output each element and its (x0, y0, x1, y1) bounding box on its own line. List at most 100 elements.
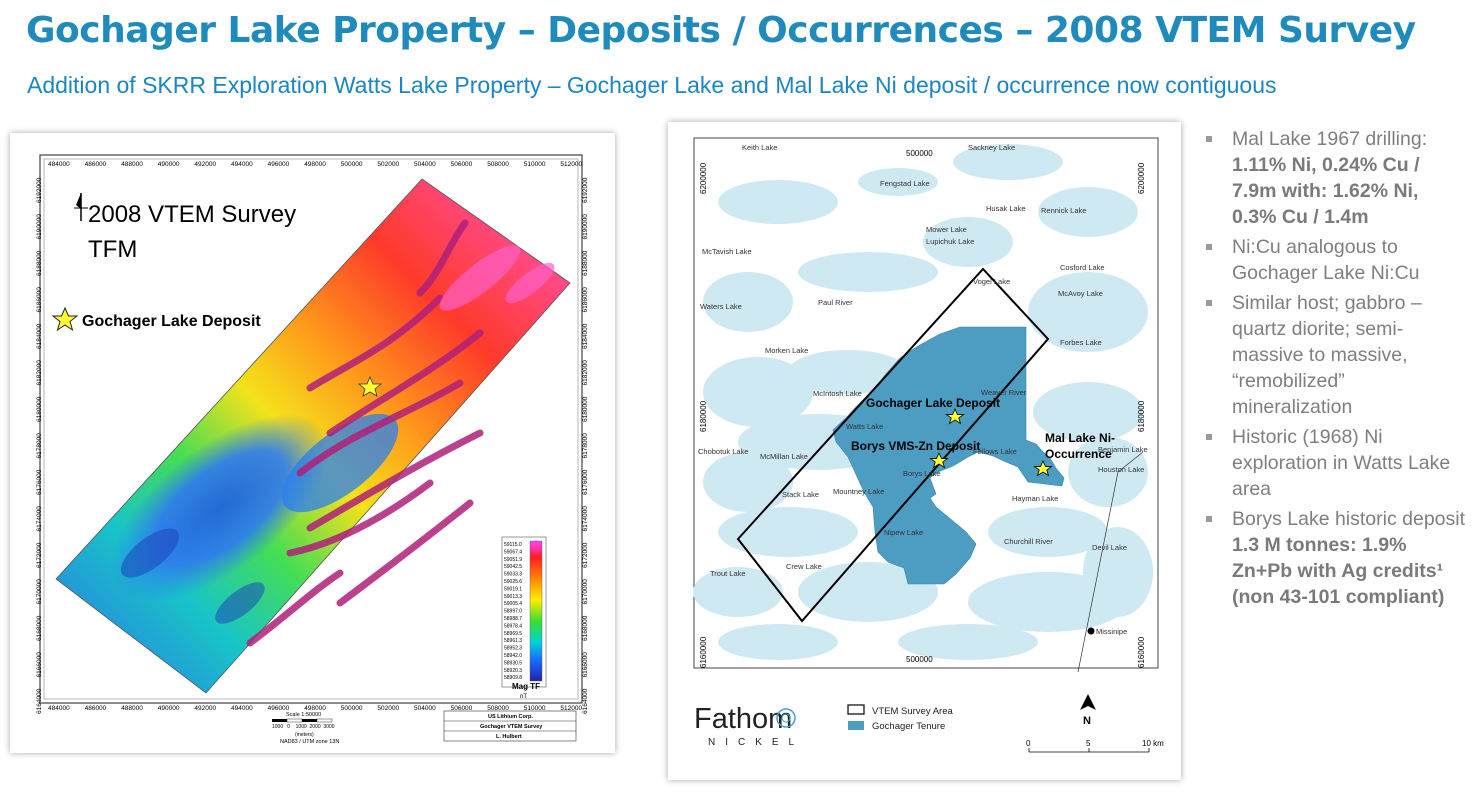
legend-survey-label: VTEM Survey Area (872, 706, 953, 717)
legend-survey-swatch (847, 704, 865, 715)
x-tick-label: 502000 (377, 161, 399, 168)
gochager-deposit-label: Gochager Lake Deposit (866, 396, 1000, 410)
y-tick-label: 6166000 (582, 652, 589, 678)
y-tick-label: 6192000 (582, 177, 589, 203)
scale-ticks: 1000 0 1000 2000 3000 (272, 724, 335, 730)
lake-borys: Borys Lake (903, 469, 941, 478)
vtem-tfm-map: 484000 486000 488000 490000 492000 494000 4960… (36, 154, 589, 745)
legend-value: 58920.3 (504, 668, 522, 674)
bullet-item: Ni:Cu analogous to Gochager Lake Ni:Cu (1196, 234, 1466, 286)
coord-left-1: 6200000 (699, 162, 708, 194)
y-tick-label: 6190000 (582, 214, 589, 240)
x-tick-label: 490000 (158, 705, 180, 712)
lake-nipew: Nipew Lake (884, 528, 923, 537)
lake-paul: Paul River (818, 298, 853, 307)
x-axis-ticks-bottom: 484000 486000 488000 490000 492000 494000 4960… (48, 705, 582, 712)
y-tick-label: 6190000 (36, 214, 43, 240)
lake-weaver: Weaver River (981, 388, 1027, 397)
y-tick-label: 6186000 (36, 287, 43, 313)
legend-value: 59005.4 (504, 601, 522, 607)
y-tick-label: 6178000 (36, 433, 43, 459)
mag-lows-detail (120, 528, 265, 624)
legend-value: 58997.0 (504, 609, 522, 615)
fathom-logo-icon (776, 708, 796, 728)
legend-value: 59033.3 (504, 572, 522, 578)
x-tick-label: 488000 (121, 705, 143, 712)
x-tick-label: 500000 (341, 705, 363, 712)
lake-chobotuk: Chobotuk Lake (698, 447, 748, 456)
y-tick-label: 6174000 (36, 506, 43, 532)
mag-anomaly-trends (246, 219, 484, 647)
deposit-star-on-map (357, 375, 383, 397)
x-tick-label: 486000 (85, 705, 107, 712)
vtem-tfm-map-panel: 484000 486000 488000 490000 492000 494000 4960… (10, 133, 615, 753)
x-tick-label: 498000 (304, 705, 326, 712)
info-author: L. Hulbert (496, 734, 522, 740)
info-box: US Lithium Corp. Gochager VTEM Survey L.… (443, 710, 577, 742)
lake-benjamin: Benjamin Lake (1098, 445, 1148, 454)
y-tick-label: 6184000 (36, 323, 43, 349)
mal-lake-label-1: Mal Lake Ni- (1045, 431, 1115, 445)
coord-right-1: 6200000 (1137, 162, 1146, 194)
x-tick-label: 496000 (268, 161, 290, 168)
lake-mower: Mower Lake (926, 225, 967, 234)
legend-value: 59013.3 (504, 594, 522, 600)
highway-line (1077, 451, 1144, 673)
y-tick-label: 6174000 (582, 506, 589, 532)
scale-bar (272, 718, 333, 723)
y-tick-label: 6186000 (582, 287, 589, 313)
legend-value: 58961.3 (504, 638, 522, 644)
x-tick-label: 510000 (524, 161, 546, 168)
y-tick-label: 6178000 (582, 433, 589, 459)
legend-value: 58978.4 (504, 623, 522, 629)
lake-mctavish: McTavish Lake (702, 247, 752, 256)
survey-title: 2008 VTEM Survey (88, 201, 296, 228)
fathom-logo-sub: NICKEL (708, 737, 804, 748)
y-tick-label: 6188000 (582, 250, 589, 276)
fathom-logo-text: Fathom (694, 703, 792, 735)
vtem-survey-area (736, 267, 1050, 623)
y-tick-label: 6184000 (582, 323, 589, 349)
legend-value: 59067.4 (504, 549, 522, 555)
lake-waters: Waters Lake (700, 302, 742, 311)
y-axis-ticks: 6192000 6192000 6190000 6190000 6188000 61880… (36, 177, 589, 714)
bullet-item: Mal Lake 1967 drilling: 1.11% Ni, 0.24% … (1196, 126, 1466, 230)
lake-morken: Morken Lake (765, 346, 808, 355)
bullet-item: Borys Lake historic deposit 1.3 M tonnes… (1196, 506, 1466, 610)
x-tick-label: 492000 (194, 705, 216, 712)
y-tick-label: 6168000 (36, 615, 43, 641)
lake-vogel: Vogel Lake (973, 277, 1010, 286)
y-tick-label: 6180000 (36, 396, 43, 422)
x-tick-label: 508000 (487, 705, 509, 712)
lake-trout: Trout Lake (710, 569, 746, 578)
lake-watts: Watts Lake (846, 422, 883, 431)
bullet-list: Mal Lake 1967 drilling: 1.11% Ni, 0.24% … (1196, 126, 1466, 614)
gochager-deposit-star (945, 407, 965, 425)
deposit-legend-label: Gochager Lake Deposit (82, 313, 261, 330)
legend-value: 58909.8 (504, 675, 522, 681)
scale-unit: (meters) (295, 732, 314, 738)
x-tick-label: 488000 (121, 161, 143, 168)
x-tick-label: 494000 (231, 161, 253, 168)
legend-value: 58952.3 (504, 646, 522, 652)
legend-unit: nT (520, 694, 527, 700)
lake-rennick: Rennick Lake (1041, 206, 1086, 215)
y-tick-label: 6176000 (582, 469, 589, 495)
y-tick-label: 6166000 (36, 652, 43, 678)
lake-husak: Husak Lake (986, 204, 1026, 213)
lake-sackney: Sackney Lake (968, 143, 1015, 152)
lake-labels: Keith Lake Sackney Lake Fengstad Lake Hu… (698, 143, 1148, 636)
legend-value: 58930.5 (504, 660, 522, 666)
survey-subtitle: TFM (88, 236, 137, 263)
property-location-map-panel: 500000 500000 6200000 6180000 6160000 62… (668, 122, 1181, 780)
lake-hayman: Hayman Lake (1012, 494, 1058, 503)
x-tick-label: 490000 (158, 161, 180, 168)
x-tick-label: 496000 (268, 705, 290, 712)
mag-highs (439, 245, 555, 311)
borys-deposit-label: Borys VMS-Zn Deposit (851, 439, 980, 453)
scale-10: 10 km (1142, 739, 1164, 748)
legend-value: 59115.0 (504, 542, 522, 548)
page-subtitle: Addition of SKRR Exploration Watts Lake … (27, 72, 1277, 98)
coord-right-2: 6180000 (1137, 400, 1146, 432)
